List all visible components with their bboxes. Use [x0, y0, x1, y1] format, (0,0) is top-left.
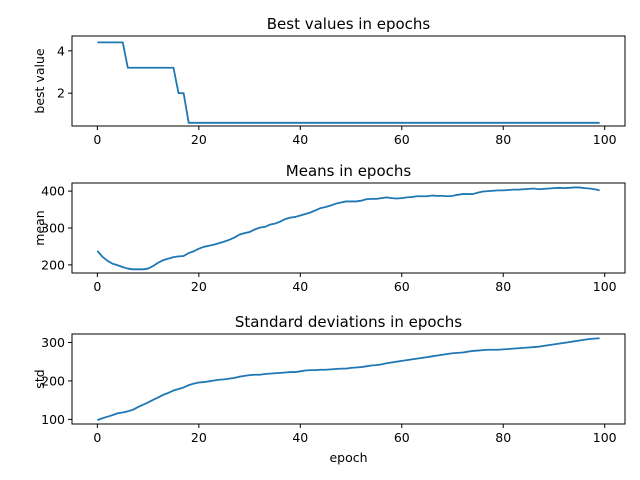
chart3-ylabel: std	[32, 369, 47, 388]
chart3-xtick-label: 40	[292, 430, 308, 445]
chart1-axes-frame	[71, 35, 626, 127]
chart1-ylabel: best value	[32, 48, 47, 113]
chart2-ytick-label: 400	[41, 184, 65, 199]
chart3-xtick-label: 80	[495, 430, 511, 445]
chart2-series-line	[96, 186, 600, 271]
chart1-xtick-label: 100	[593, 132, 617, 147]
chart3-axes-frame	[71, 333, 626, 425]
chart1-xtick-label: 60	[394, 132, 410, 147]
chart2-xtick-label: 100	[593, 279, 617, 294]
chart3-series-line	[97, 337, 600, 421]
chart1-xtick-label: 40	[292, 132, 308, 147]
chart1-series-line	[97, 41, 600, 124]
chart3-xlabel: epoch	[329, 450, 367, 465]
chart3-xtick-label: 100	[593, 430, 617, 445]
chart2-xtick-label: 40	[292, 279, 308, 294]
chart3-ytick-label: 300	[41, 335, 65, 350]
chart1-ytick-label: 4	[57, 43, 65, 58]
chart3-xtick-label: 20	[191, 430, 207, 445]
chart2-xtick-label: 80	[495, 279, 511, 294]
chart3-title: Standard deviations in epochs	[235, 313, 462, 331]
chart2-title: Means in epochs	[286, 162, 412, 180]
chart1-xtick-label: 80	[495, 132, 511, 147]
chart2-xtick-label: 60	[394, 279, 410, 294]
chart3-ytick-label: 100	[41, 412, 65, 427]
chart2-xtick-label: 20	[191, 279, 207, 294]
chart1-title: Best values in epochs	[267, 15, 431, 33]
chart2-ytick-label: 200	[41, 257, 65, 272]
chart1-ytick-label: 2	[57, 86, 65, 101]
chart1-xtick-label: 0	[93, 132, 101, 147]
chart3-xtick-label: 60	[394, 430, 410, 445]
chart2-xtick-label: 0	[93, 279, 101, 294]
chart3-ytick-label: 200	[41, 373, 65, 388]
chart2-ytick-label: 300	[41, 221, 65, 236]
chart1-xtick-label: 20	[191, 132, 207, 147]
chart2-axes-frame	[71, 182, 626, 274]
chart2-ylabel: mean	[32, 210, 47, 245]
chart3-xtick-label: 0	[93, 430, 101, 445]
